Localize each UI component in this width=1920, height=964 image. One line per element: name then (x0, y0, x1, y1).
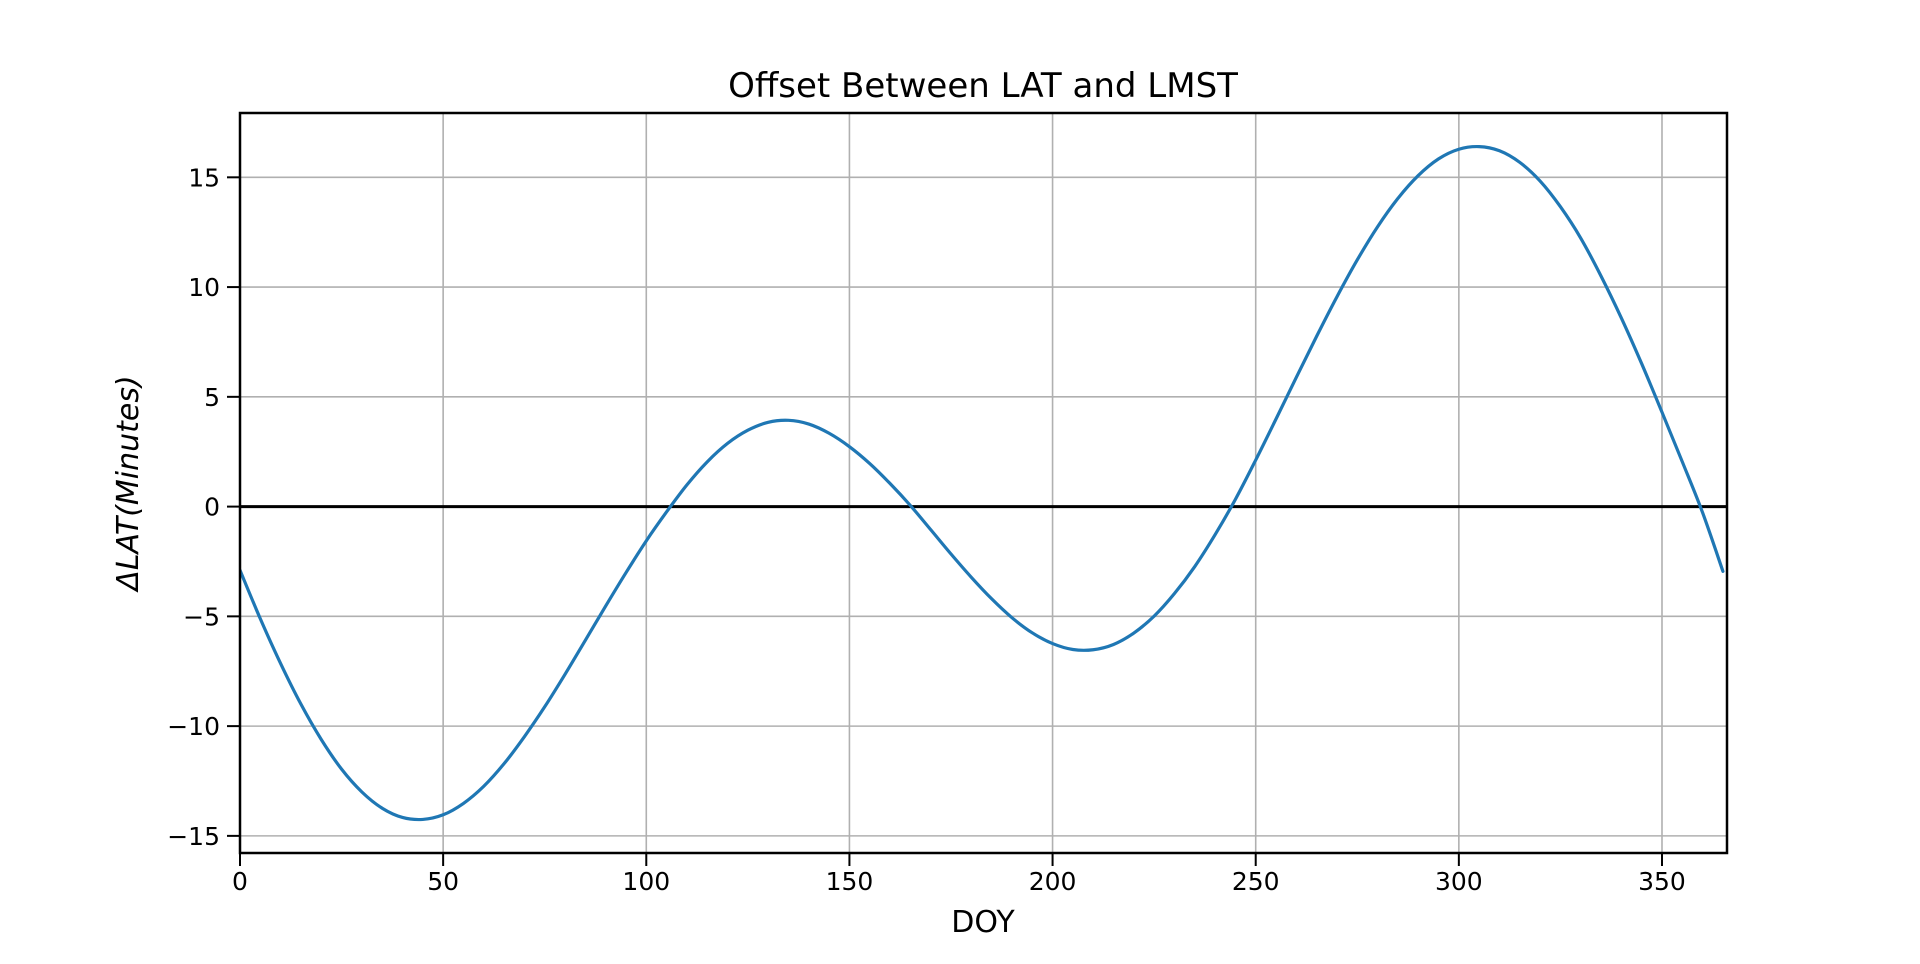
axis-ticks (227, 176, 1663, 866)
x-axis-label: DOY (951, 905, 1015, 940)
chart-title: Offset Between LAT and LMST (728, 66, 1238, 106)
x-tick-label: 200 (1029, 867, 1077, 896)
y-tick-label: 0 (204, 493, 220, 522)
y-tick-label: −5 (183, 602, 220, 631)
x-tick-label: 0 (232, 867, 248, 896)
x-tick-label: 50 (427, 867, 459, 896)
axis-tick-labels: 0 50 100 150 200 250 300 350 −15 −10 −5 0 5 10 15 (167, 163, 1686, 896)
x-tick-label: 300 (1435, 867, 1483, 896)
x-tick-label: 250 (1232, 867, 1280, 896)
x-tick-label: 350 (1638, 867, 1686, 896)
x-tick-label: 150 (826, 867, 874, 896)
y-axis-label: ΔLAT(Minutes) (111, 375, 146, 592)
data-line-delta-lat (240, 144, 1725, 822)
y-tick-label: 15 (188, 163, 220, 192)
plot-border (238, 111, 1729, 855)
x-tick-label: 100 (622, 867, 670, 896)
y-tick-label: 5 (204, 383, 220, 412)
y-tick-label: −10 (167, 712, 220, 741)
gridlines (240, 113, 1727, 853)
y-tick-label: −15 (167, 822, 220, 851)
y-tick-label: 10 (188, 273, 220, 302)
